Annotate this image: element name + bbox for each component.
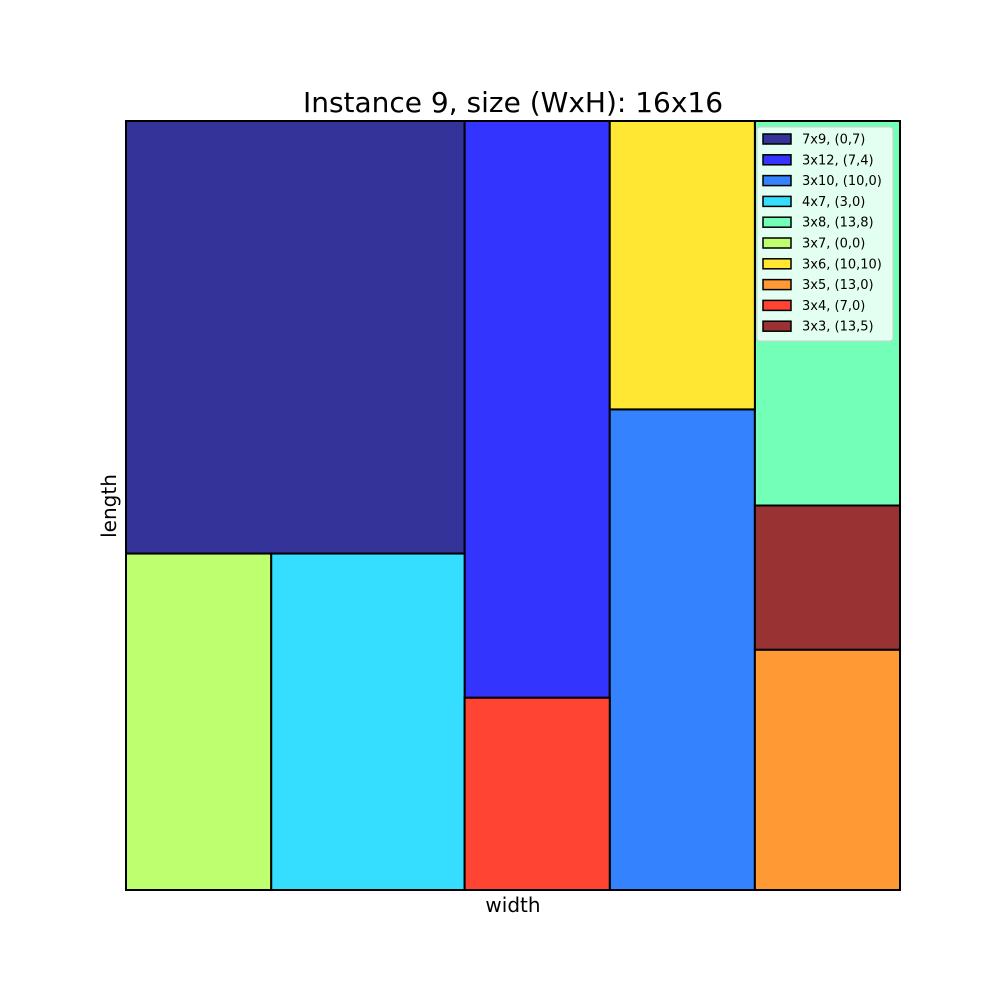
packed-rect-7: [753, 648, 901, 891]
legend-swatch-0: [762, 133, 792, 145]
legend-swatch-1: [762, 154, 792, 166]
packed-rect-3: [270, 552, 466, 891]
legend-label-1: 3x12, (7,4): [802, 153, 874, 168]
y-axis-label: length: [97, 474, 121, 538]
packed-rect-2: [608, 408, 756, 891]
packed-rect-8: [463, 696, 611, 891]
legend-swatch-9: [762, 320, 792, 332]
legend-label-7: 3x5, (13,0): [802, 278, 874, 293]
legend-label-8: 3x4, (7,0): [802, 299, 865, 314]
x-axis-label: width: [485, 893, 540, 917]
legend-label-3: 4x7, (3,0): [802, 195, 865, 210]
packed-rect-0: [125, 120, 466, 555]
legend-label-2: 3x10, (10,0): [802, 174, 882, 189]
legend-label-5: 3x7, (0,0): [802, 237, 865, 252]
chart-title: Instance 9, size (WxH): 16x16: [303, 86, 723, 119]
legend-swatch-4: [762, 216, 792, 228]
legend-swatch-3: [762, 195, 792, 208]
legend-swatch-2: [762, 174, 792, 187]
plot-frame: [125, 120, 901, 891]
legend: 7x9, (0,7) 3x12, (7,4) 3x10, (10,0) 4x7, (3…: [756, 126, 894, 342]
packed-rect-5: [125, 552, 273, 891]
legend-swatch-5: [762, 237, 792, 249]
legend-label-6: 3x6, (10,10): [802, 257, 882, 272]
legend-label-9: 3x3, (13,5): [802, 320, 874, 335]
legend-label-0: 7x9, (0,7): [802, 133, 865, 148]
legend-swatch-7: [762, 278, 792, 291]
packed-rect-6: [608, 120, 756, 411]
packed-rect-9: [753, 504, 901, 651]
packed-rect-1: [463, 120, 611, 699]
legend-swatch-8: [762, 299, 792, 312]
legend-label-4: 3x8, (13,8): [802, 216, 874, 231]
legend-swatch-6: [762, 258, 792, 270]
